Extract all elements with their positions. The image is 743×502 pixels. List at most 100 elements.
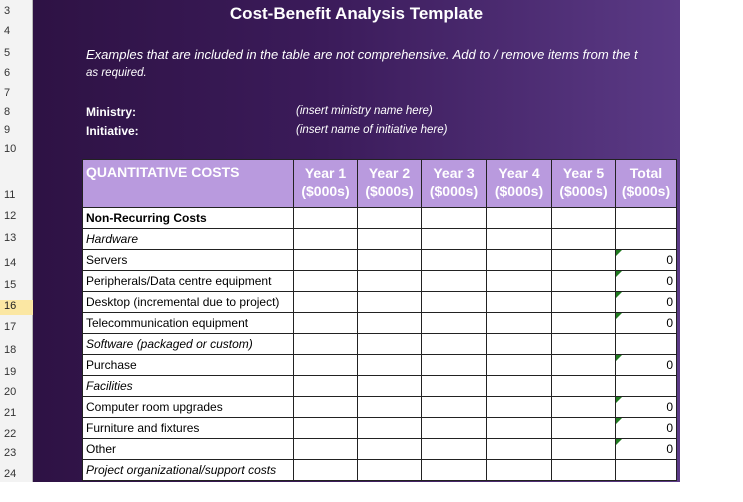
year-2-cell[interactable] xyxy=(357,459,422,481)
year-3-cell[interactable] xyxy=(421,291,487,313)
cost-item-label[interactable]: Telecommunication equipment xyxy=(82,312,294,334)
total-cell[interactable]: 0 xyxy=(615,354,677,376)
year-5-cell[interactable] xyxy=(551,228,616,250)
initiative-value[interactable]: (insert name of initiative here) xyxy=(296,124,448,136)
header-total[interactable]: Total ($000s) xyxy=(615,159,677,208)
year-3-cell[interactable] xyxy=(421,438,487,460)
total-cell[interactable] xyxy=(615,207,677,229)
row-number[interactable]: 23 xyxy=(4,447,17,459)
year-1-cell[interactable] xyxy=(293,354,358,376)
year-3-cell[interactable] xyxy=(421,333,487,355)
year-4-cell[interactable] xyxy=(486,249,552,271)
year-2-cell[interactable] xyxy=(357,270,422,292)
row-number[interactable]: 17 xyxy=(4,321,17,333)
year-4-cell[interactable] xyxy=(486,459,552,481)
total-cell[interactable] xyxy=(615,228,677,250)
year-5-cell[interactable] xyxy=(551,354,616,376)
row-number[interactable]: 6 xyxy=(4,67,11,79)
year-2-cell[interactable] xyxy=(357,438,422,460)
row-number[interactable]: 4 xyxy=(4,25,11,37)
year-5-cell[interactable] xyxy=(551,312,616,334)
year-1-cell[interactable] xyxy=(293,228,358,250)
cost-item-label[interactable]: Software (packaged or custom) xyxy=(82,333,294,355)
total-cell[interactable]: 0 xyxy=(615,417,677,439)
row-number[interactable]: 3 xyxy=(4,5,11,17)
cost-item-label[interactable]: Peripherals/Data centre equipment xyxy=(82,270,294,292)
cost-item-label[interactable]: Non-Recurring Costs xyxy=(82,207,294,229)
header-quantitative-costs[interactable]: QUANTITATIVE COSTS xyxy=(82,159,294,208)
row-number[interactable]: 18 xyxy=(4,344,17,356)
year-3-cell[interactable] xyxy=(421,249,487,271)
year-5-cell[interactable] xyxy=(551,207,616,229)
total-cell[interactable] xyxy=(615,375,677,397)
year-5-cell[interactable] xyxy=(551,417,616,439)
year-4-cell[interactable] xyxy=(486,438,552,460)
year-2-cell[interactable] xyxy=(357,312,422,334)
row-number[interactable]: 7 xyxy=(4,87,11,99)
year-2-cell[interactable] xyxy=(357,291,422,313)
year-4-cell[interactable] xyxy=(486,375,552,397)
row-number[interactable]: 19 xyxy=(4,366,17,378)
year-3-cell[interactable] xyxy=(421,417,487,439)
cost-item-label[interactable]: Other xyxy=(82,438,294,460)
row-number[interactable]: 14 xyxy=(4,257,17,269)
year-3-cell[interactable] xyxy=(421,396,487,418)
year-1-cell[interactable] xyxy=(293,459,358,481)
year-5-cell[interactable] xyxy=(551,396,616,418)
year-3-cell[interactable] xyxy=(421,312,487,334)
year-1-cell[interactable] xyxy=(293,375,358,397)
year-4-cell[interactable] xyxy=(486,333,552,355)
year-2-cell[interactable] xyxy=(357,396,422,418)
row-number[interactable]: 8 xyxy=(4,106,11,118)
cost-item-label[interactable]: Computer room upgrades xyxy=(82,396,294,418)
total-cell[interactable] xyxy=(615,333,677,355)
year-4-cell[interactable] xyxy=(486,354,552,376)
year-5-cell[interactable] xyxy=(551,270,616,292)
total-cell[interactable]: 0 xyxy=(615,396,677,418)
year-4-cell[interactable] xyxy=(486,417,552,439)
year-1-cell[interactable] xyxy=(293,312,358,334)
year-5-cell[interactable] xyxy=(551,459,616,481)
year-1-cell[interactable] xyxy=(293,417,358,439)
year-4-cell[interactable] xyxy=(486,312,552,334)
row-number[interactable]: 21 xyxy=(4,407,17,419)
cost-item-label[interactable]: Hardware xyxy=(82,228,294,250)
row-number[interactable]: 11 xyxy=(4,189,16,201)
cost-item-label[interactable]: Servers xyxy=(82,249,294,271)
year-3-cell[interactable] xyxy=(421,354,487,376)
header-year-1[interactable]: Year 1 ($000s) xyxy=(293,159,358,208)
row-number[interactable]: 20 xyxy=(4,386,17,398)
year-4-cell[interactable] xyxy=(486,270,552,292)
year-5-cell[interactable] xyxy=(551,291,616,313)
year-2-cell[interactable] xyxy=(357,354,422,376)
year-4-cell[interactable] xyxy=(486,228,552,250)
year-3-cell[interactable] xyxy=(421,207,487,229)
row-number[interactable]: 9 xyxy=(4,124,11,136)
year-3-cell[interactable] xyxy=(421,270,487,292)
total-cell[interactable]: 0 xyxy=(615,291,677,313)
cost-item-label[interactable]: Furniture and fixtures xyxy=(82,417,294,439)
year-2-cell[interactable] xyxy=(357,228,422,250)
year-2-cell[interactable] xyxy=(357,333,422,355)
year-2-cell[interactable] xyxy=(357,249,422,271)
year-2-cell[interactable] xyxy=(357,417,422,439)
year-5-cell[interactable] xyxy=(551,249,616,271)
row-header-column[interactable]: 3 4 5 6 7 8 9 10 11 12 13 14 15 16 17 18 19 20 21 22 23 24 xyxy=(0,0,33,502)
header-year-2[interactable]: Year 2 ($000s) xyxy=(357,159,422,208)
row-number[interactable]: 24 xyxy=(4,468,17,480)
row-number[interactable]: 22 xyxy=(4,428,17,440)
header-year-5[interactable]: Year 5 ($000s) xyxy=(551,159,616,208)
year-5-cell[interactable] xyxy=(551,333,616,355)
total-cell[interactable]: 0 xyxy=(615,270,677,292)
cost-item-label[interactable]: Desktop (incremental due to project) xyxy=(82,291,294,313)
row-number[interactable]: 10 xyxy=(4,143,17,155)
year-4-cell[interactable] xyxy=(486,291,552,313)
year-1-cell[interactable] xyxy=(293,333,358,355)
year-5-cell[interactable] xyxy=(551,375,616,397)
year-4-cell[interactable] xyxy=(486,207,552,229)
cost-item-label[interactable]: Facilities xyxy=(82,375,294,397)
year-2-cell[interactable] xyxy=(357,207,422,229)
total-cell[interactable] xyxy=(615,459,677,481)
year-5-cell[interactable] xyxy=(551,438,616,460)
total-cell[interactable]: 0 xyxy=(615,438,677,460)
